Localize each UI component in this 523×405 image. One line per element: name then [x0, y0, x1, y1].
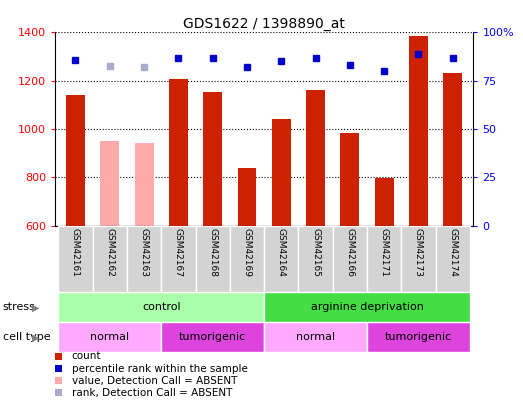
Bar: [374, 179, 394, 226]
Bar: [367, 322, 470, 352]
Bar: [100, 141, 119, 226]
Bar: [340, 132, 359, 226]
Text: GSM42168: GSM42168: [208, 228, 217, 277]
Text: count: count: [72, 352, 101, 361]
Bar: [161, 322, 264, 352]
Text: arginine deprivation: arginine deprivation: [311, 303, 424, 312]
Text: normal: normal: [90, 333, 129, 342]
Text: control: control: [142, 303, 180, 312]
Text: value, Detection Call = ABSENT: value, Detection Call = ABSENT: [72, 376, 237, 386]
Bar: [272, 119, 291, 226]
Text: GSM42174: GSM42174: [448, 228, 457, 277]
Text: GSM42161: GSM42161: [71, 228, 80, 277]
Text: normal: normal: [296, 333, 335, 342]
Bar: [134, 143, 154, 226]
Bar: [401, 226, 436, 292]
Text: GSM42167: GSM42167: [174, 228, 183, 277]
Bar: [59, 292, 264, 322]
Bar: [367, 226, 401, 292]
Text: GSM42169: GSM42169: [243, 228, 252, 277]
Bar: [264, 226, 299, 292]
Bar: [264, 292, 470, 322]
Text: GSM42173: GSM42173: [414, 228, 423, 277]
Text: tumorigenic: tumorigenic: [385, 333, 452, 342]
Bar: [230, 226, 264, 292]
Text: GSM42166: GSM42166: [345, 228, 355, 277]
Text: stress: stress: [3, 303, 36, 312]
Bar: [444, 73, 462, 226]
Bar: [127, 226, 161, 292]
Text: cell type: cell type: [3, 333, 50, 342]
Text: GSM42164: GSM42164: [277, 228, 286, 277]
Text: GSM42163: GSM42163: [140, 228, 149, 277]
Text: ▶: ▶: [32, 303, 40, 312]
Bar: [59, 226, 93, 292]
Bar: [59, 322, 161, 352]
Bar: [66, 95, 85, 226]
Bar: [306, 90, 325, 226]
Title: GDS1622 / 1398890_at: GDS1622 / 1398890_at: [183, 17, 345, 31]
Bar: [264, 322, 367, 352]
Bar: [161, 226, 196, 292]
Bar: [333, 226, 367, 292]
Text: GSM42162: GSM42162: [105, 228, 115, 277]
Text: ▶: ▶: [32, 333, 40, 342]
Text: GSM42171: GSM42171: [380, 228, 389, 277]
Bar: [169, 79, 188, 226]
Text: tumorigenic: tumorigenic: [179, 333, 246, 342]
Bar: [237, 168, 256, 226]
Text: percentile rank within the sample: percentile rank within the sample: [72, 364, 247, 373]
Bar: [196, 226, 230, 292]
Bar: [93, 226, 127, 292]
Bar: [299, 226, 333, 292]
Text: rank, Detection Call = ABSENT: rank, Detection Call = ABSENT: [72, 388, 232, 398]
Bar: [203, 92, 222, 226]
Bar: [409, 36, 428, 226]
Text: GSM42165: GSM42165: [311, 228, 320, 277]
Bar: [436, 226, 470, 292]
